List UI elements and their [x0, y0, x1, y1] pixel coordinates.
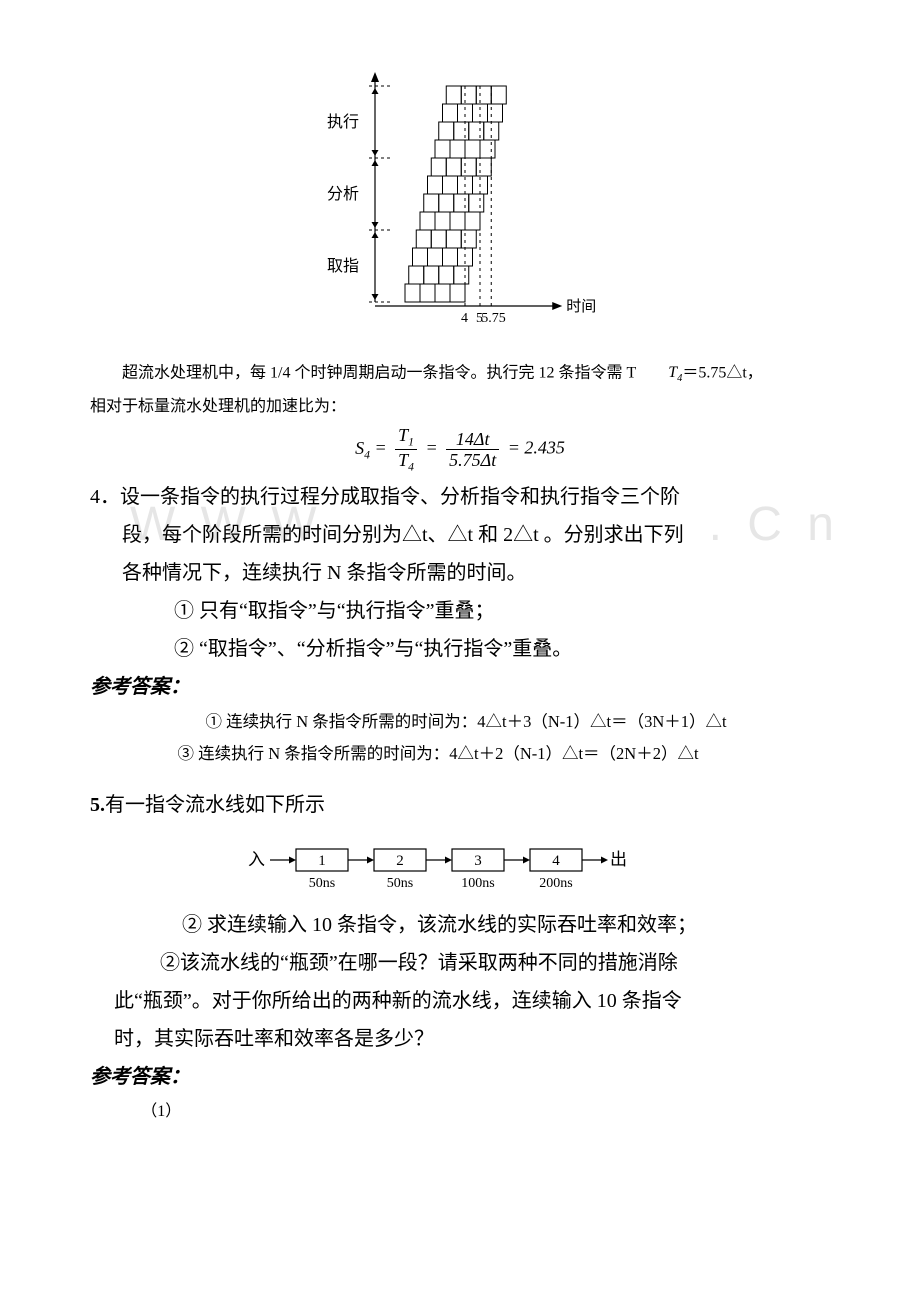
p1a2-text: ＝5.75△t， [682, 365, 762, 382]
q4-item1: ① 只有“取指令”与“执行指令”重叠； [90, 595, 830, 627]
svg-text:分析: 分析 [327, 185, 359, 203]
svg-text:时间: 时间 [566, 298, 596, 315]
frac-t1-t4: T1 T4 [395, 425, 417, 474]
pipeline-svg: 入 1 50ns 2 50ns 3 100ns 4 200ns 出 [240, 835, 680, 891]
q5-head: 有一指令流水线如下所示 [105, 794, 325, 816]
eq-3: = [508, 438, 525, 458]
superpipeline-para-2: 相对于标量流水处理机的加速比为： [90, 394, 830, 420]
svg-text:入: 入 [248, 850, 265, 869]
a4-line2: ③ 连续执行 N 条指令所需的时间为：4△t＋2（N-1）△t＝（2N＋2）△t [90, 741, 830, 767]
svg-text:2: 2 [396, 853, 404, 869]
p1a-text: 超流水处理机中，每 1/4 个时钟周期启动一条指令。执行完 12 条指令需 T [122, 365, 636, 382]
svg-text:出: 出 [610, 850, 627, 869]
q4-item2: ② “取指令”、“分析指令”与“执行指令”重叠。 [90, 633, 830, 665]
t4-symbol: T4 [636, 360, 682, 388]
svg-text:取指: 取指 [327, 257, 359, 275]
svg-text:100ns: 100ns [461, 876, 494, 891]
svg-text:4: 4 [552, 853, 560, 869]
super-pipeline-svg: 执行分析取指455.75时间 [290, 20, 630, 340]
svg-text:50ns: 50ns [387, 876, 413, 891]
svg-text:3: 3 [474, 853, 482, 869]
svg-text:5.75: 5.75 [481, 311, 506, 326]
a5-l1: （1） [90, 1099, 830, 1125]
s4-lhs: S4 [355, 438, 370, 458]
svg-text:1: 1 [318, 853, 326, 869]
eq-2: = [425, 438, 442, 458]
q4-line1: 4．设一条指令的执行过程分成取指令、分析指令和执行指令三个阶 [90, 481, 830, 513]
svg-text:200ns: 200ns [539, 876, 572, 891]
q5-p2a: ②该流水线的“瓶颈”在哪一段？请采取两种不同的措施消除 [90, 947, 830, 979]
q4-line3: 各种情况下，连续执行 N 条指令所需的时间。 [90, 557, 830, 589]
speedup-formula: S4 = T1 T4 = 14Δt 5.75Δt = 2.435 [90, 425, 830, 474]
svg-text:执行: 执行 [327, 113, 359, 131]
q5-p2b: 此“瓶颈”。对于你所给出的两种新的流水线，连续输入 10 条指令 [90, 985, 830, 1017]
q5-num: 5. [90, 794, 105, 816]
q4-l1: 设一条指令的执行过程分成取指令、分析指令和执行指令三个阶 [120, 486, 680, 508]
q4-line2: 段，每个阶段所需的时间分别为△t、△t 和 2△t 。分别求出下列 [90, 519, 830, 551]
eq-1: = [374, 438, 391, 458]
superpipeline-para-1: 超流水处理机中，每 1/4 个时钟周期启动一条指令。执行完 12 条指令需 TT… [90, 360, 830, 388]
svg-text:50ns: 50ns [309, 876, 335, 891]
answer-label-4: 参考答案： [90, 671, 830, 703]
frac-14dt: 14Δt 5.75Δt [446, 429, 499, 471]
a4-line1: ① 连续执行 N 条指令所需的时间为：4△t＋3（N-1）△t＝（3N＋1）△t [90, 709, 830, 735]
q5-p2c: 时，其实际吞吐率和效率各是多少？ [90, 1023, 830, 1055]
q5-item1: ② 求连续输入 10 条指令，该流水线的实际吞吐率和效率； [90, 909, 830, 941]
svg-text:4: 4 [461, 311, 468, 326]
q5-heading: 5.有一指令流水线如下所示 [90, 789, 830, 821]
answer-label-5: 参考答案： [90, 1061, 830, 1093]
s4-rhs: 2.435 [524, 438, 565, 458]
pipeline-figure: 入 1 50ns 2 50ns 3 100ns 4 200ns 出 [90, 835, 830, 891]
super-pipeline-figure: 执行分析取指455.75时间 [90, 20, 830, 340]
q4-num: 4． [90, 486, 120, 508]
